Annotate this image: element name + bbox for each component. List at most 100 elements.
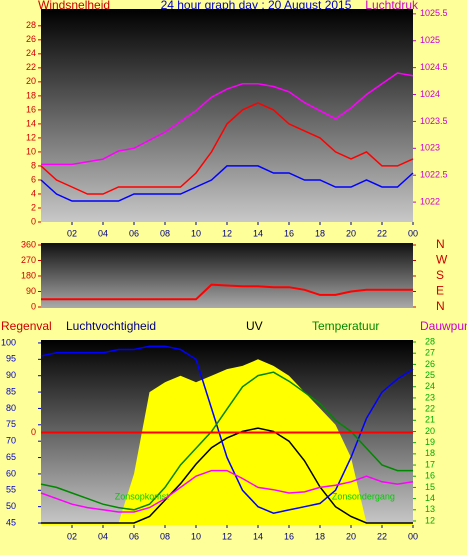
y-tick-label: 60 [6, 468, 16, 478]
x-tick-label: 00 [408, 228, 418, 238]
rain-title: Regenval [1, 319, 52, 333]
x-tick-label: 14 [253, 228, 263, 238]
y2-tick-label: 24 [425, 381, 435, 391]
line [41, 427, 413, 524]
y2-tick-label: 25 [425, 370, 435, 380]
x-tick-label: 18 [315, 531, 325, 541]
y2-tick-label: 26 [425, 359, 435, 369]
y2-tick-label: S [436, 268, 444, 282]
y-tick-label: 0 [31, 216, 36, 226]
y-tick-label: 10 [26, 146, 36, 156]
y2-tick-label: 14 [425, 493, 435, 503]
y2-tick-label: N [436, 299, 445, 313]
x-tick-label: 08 [160, 228, 170, 238]
x-tick-label: 02 [67, 531, 77, 541]
y-tick-label: 80 [6, 403, 16, 413]
y2-tick-label: 1024 [420, 89, 440, 99]
y-tick-label: 270 [21, 255, 36, 265]
line [40, 345, 414, 514]
y-tick-label: 18 [26, 90, 36, 100]
y-tick-label: 16 [26, 104, 36, 114]
line [41, 72, 414, 166]
x-tick-label: 22 [377, 228, 387, 238]
y-tick-label: 70 [6, 436, 16, 446]
temperature-title: Temperatuur [312, 319, 379, 333]
x-tick-label: 10 [191, 531, 201, 541]
y2-tick-label: 22 [425, 403, 435, 413]
x-tick-label: 20 [346, 228, 356, 238]
y2-tick-label: 21 [425, 415, 435, 425]
line [40, 469, 414, 513]
y2-tick-label: 27 [425, 348, 435, 358]
x-tick-label: 22 [377, 531, 387, 541]
y-tick-label: 12 [26, 132, 36, 142]
x-tick-label: 12 [222, 228, 232, 238]
x-tick-label: 20 [346, 531, 356, 541]
y2-tick-label: 12 [425, 515, 435, 525]
uv-title: UV [246, 319, 263, 333]
y-tick-label: 0 [31, 301, 36, 311]
y2-tick-label: 23 [425, 392, 435, 402]
x-tick-label: 04 [98, 228, 108, 238]
y-tick-label: 90 [6, 370, 16, 380]
y-tick-label: 65 [6, 452, 16, 462]
x-tick-label: 06 [129, 531, 139, 541]
line [40, 102, 414, 195]
y-tick-label: 50 [6, 501, 16, 511]
annotation: Zonsopkomst [115, 491, 170, 501]
x-tick-label: 00 [408, 531, 418, 541]
x-tick-label: 14 [253, 531, 263, 541]
line [40, 165, 414, 202]
y-tick-label: 8 [31, 160, 36, 170]
x-tick-label: 16 [284, 531, 294, 541]
y2-tick-label: 18 [425, 448, 435, 458]
y-tick-label: 55 [6, 485, 16, 495]
y-tick-label: 24 [26, 48, 36, 58]
x-tick-label: 12 [222, 531, 232, 541]
y-tick-label: 85 [6, 386, 16, 396]
y2-tick-label: W [436, 253, 448, 267]
y-tick-label: 360 [21, 239, 36, 249]
y-tick-label: 26 [26, 34, 36, 44]
y2-tick-label: 1022.5 [420, 170, 448, 180]
y2-tick-label: 1023 [420, 143, 440, 153]
humidity-title: Luchtvochtigheid [66, 319, 156, 333]
y-tick-label: 6 [31, 174, 36, 184]
y2-tick-label: 28 [425, 336, 435, 346]
y2-tick-label: 1025 [420, 35, 440, 45]
line [41, 283, 413, 301]
y2-tick-label: 1023.5 [420, 116, 448, 126]
y2-tick-label: 17 [425, 459, 435, 469]
area [41, 359, 413, 525]
y-tick-label: 28 [26, 20, 36, 30]
y2-tick-label: E [436, 284, 444, 298]
y-tick-label: 95 [6, 354, 16, 364]
y2-tick-label: 1024.5 [420, 62, 448, 72]
y2-tick-label: 15 [425, 482, 435, 492]
y-tick-label: 22 [26, 62, 36, 72]
dewpoint-title: Dauwpunt [420, 319, 467, 333]
y2-tick-label: 1022 [420, 196, 440, 206]
y2-tick-label: 19 [425, 437, 435, 447]
x-tick-label: 18 [315, 228, 325, 238]
x-tick-label: 02 [67, 228, 77, 238]
y2-tick-label: 16 [425, 471, 435, 481]
y2-tick-label: 1025.5 [420, 8, 448, 18]
x-tick-label: 08 [160, 531, 170, 541]
plot-area [41, 9, 413, 222]
y-tick-label: 2 [31, 202, 36, 212]
y-tick-label: 75 [6, 419, 16, 429]
y2-tick-label: 20 [425, 426, 435, 436]
y-tick-label: 20 [26, 76, 36, 86]
y2-tick-label: 13 [425, 504, 435, 514]
y2-tick-label: N [436, 237, 445, 251]
y-tick-label: 90 [26, 286, 36, 296]
y-tick-label: 100 [1, 337, 16, 347]
x-tick-label: 04 [98, 531, 108, 541]
rain-tick-label: 0 [31, 427, 36, 437]
annotation: Zonsondergang [332, 491, 395, 501]
x-tick-label: 16 [284, 228, 294, 238]
y-tick-label: 4 [31, 188, 36, 198]
y-tick-label: 14 [26, 118, 36, 128]
